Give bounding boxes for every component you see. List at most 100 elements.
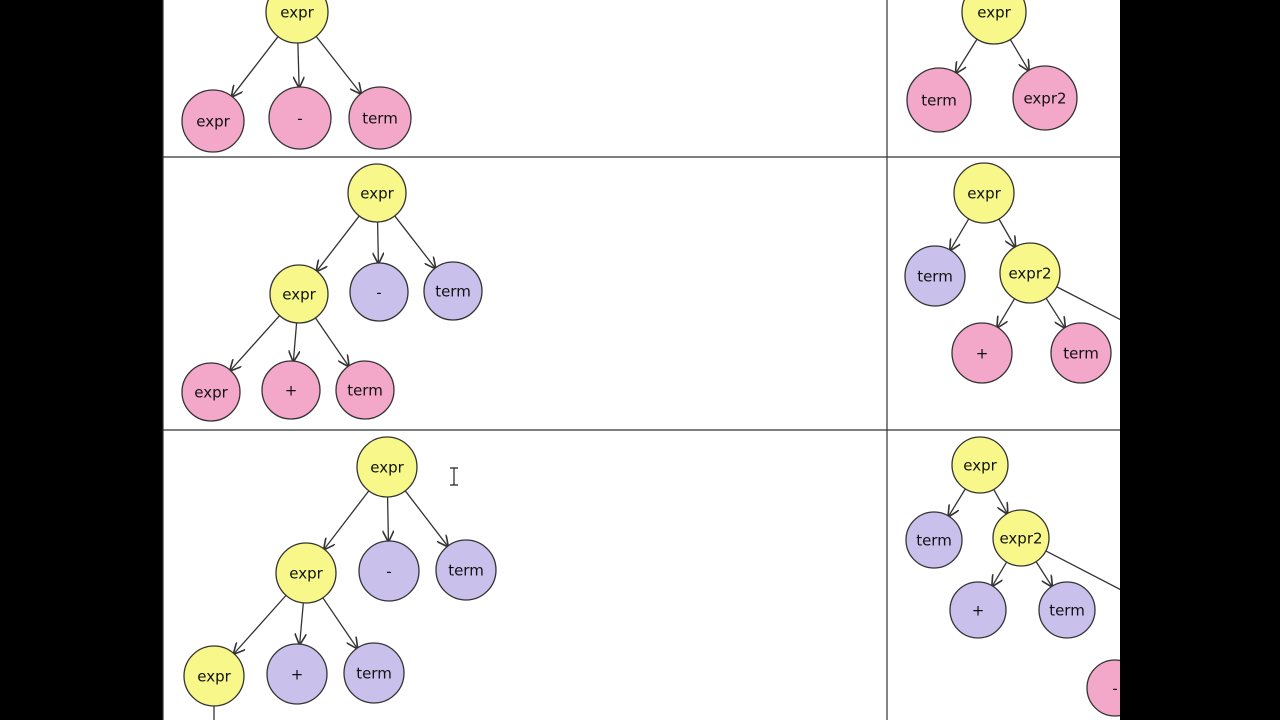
tree-node xyxy=(268,86,332,150)
edge xyxy=(1056,286,1120,321)
node-label: expr xyxy=(280,4,314,22)
node-label: term xyxy=(362,110,398,128)
edge xyxy=(300,602,304,644)
node-label: expr xyxy=(977,4,1011,22)
node-label: term xyxy=(448,562,484,580)
tree-node xyxy=(335,360,395,420)
node-label: expr xyxy=(194,384,228,402)
edge xyxy=(394,215,435,268)
tree-node xyxy=(961,0,1027,45)
edge xyxy=(949,488,966,516)
node-label: term xyxy=(1063,345,1099,363)
edge xyxy=(993,489,1008,513)
node-label: expr2 xyxy=(1023,90,1066,108)
node-label: + xyxy=(972,602,985,620)
tree-node xyxy=(261,360,321,420)
edge xyxy=(1009,39,1028,71)
tree-panel: expr expr - term expr + term xyxy=(181,163,483,422)
tree-node xyxy=(999,242,1061,304)
tree-node xyxy=(435,539,497,601)
edge xyxy=(317,215,360,271)
node-label: + xyxy=(291,666,304,684)
tree-node xyxy=(181,89,245,153)
tree-node xyxy=(1086,659,1120,717)
node-label: expr xyxy=(197,668,231,686)
edge xyxy=(956,38,978,73)
node-label: expr xyxy=(289,565,323,583)
node-label: expr xyxy=(963,457,997,475)
node-label: - xyxy=(386,563,391,581)
node-label: - xyxy=(297,110,302,128)
edge xyxy=(950,218,970,250)
node-label: expr2 xyxy=(1008,265,1051,283)
node-label: term xyxy=(916,532,952,550)
edge xyxy=(997,298,1016,328)
tree-node xyxy=(347,163,407,223)
edge xyxy=(324,490,370,549)
edge xyxy=(322,597,357,648)
node-label: expr xyxy=(282,286,316,304)
tree-node xyxy=(265,0,329,44)
edge xyxy=(314,317,348,366)
tree-panel: expr expr - term xyxy=(181,0,412,153)
tree-panel: expr term expr2 + term - xyxy=(905,436,1120,717)
edge xyxy=(998,218,1015,247)
node-label: term xyxy=(917,268,953,286)
edge xyxy=(298,42,299,87)
node-label: expr2 xyxy=(999,530,1042,548)
node-label: term xyxy=(435,283,471,301)
edge xyxy=(404,490,447,546)
tree-node xyxy=(953,162,1015,224)
tree-node xyxy=(181,362,241,422)
tree-node xyxy=(951,322,1013,384)
edge xyxy=(388,496,389,541)
node-label: - xyxy=(376,284,381,302)
tree-node xyxy=(904,245,966,307)
edge xyxy=(1035,561,1052,587)
tree-node xyxy=(1050,322,1112,384)
node-label: expr xyxy=(196,113,230,131)
tree-node xyxy=(992,509,1050,567)
tree-node xyxy=(1012,65,1078,131)
tree-panel: expr term expr2 xyxy=(906,0,1078,133)
edge xyxy=(230,315,281,371)
edge xyxy=(1045,297,1065,327)
node-label: term xyxy=(347,382,383,400)
text-cursor xyxy=(450,467,458,486)
tree-node xyxy=(423,261,483,321)
tree-node xyxy=(266,643,328,705)
node-label: expr xyxy=(370,459,404,477)
tree-panel: expr term expr2 + term xyxy=(904,162,1120,384)
tree-node xyxy=(183,645,245,707)
node-label: term xyxy=(1049,602,1085,620)
tree-panel: expr expr - term expr + term xyxy=(183,436,497,720)
edge xyxy=(234,594,287,653)
tree-node xyxy=(1038,581,1096,639)
edge xyxy=(992,561,1008,586)
tree-node xyxy=(275,542,337,604)
edge xyxy=(232,36,279,97)
node-label: + xyxy=(976,345,989,363)
edge xyxy=(378,221,379,263)
tree-node xyxy=(349,262,409,322)
edge xyxy=(315,36,361,93)
edge xyxy=(1045,550,1120,591)
tree-node xyxy=(343,642,405,704)
tree-node xyxy=(358,540,420,602)
tree-node xyxy=(348,86,412,150)
tree-node xyxy=(905,511,963,569)
node-label: expr xyxy=(967,185,1001,203)
tree-node xyxy=(951,436,1009,494)
node-label: term xyxy=(356,665,392,683)
tree-node xyxy=(356,436,418,498)
node-label: + xyxy=(285,382,298,400)
tree-node xyxy=(906,67,972,133)
tree-node xyxy=(269,264,329,324)
edge xyxy=(293,322,296,361)
node-label: term xyxy=(921,92,957,110)
tree-node xyxy=(949,581,1007,639)
node-label: expr xyxy=(360,185,394,203)
